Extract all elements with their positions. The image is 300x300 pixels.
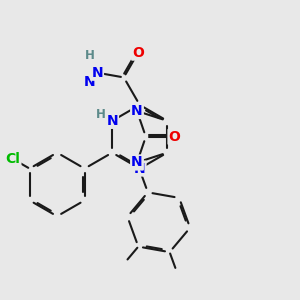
Text: N: N xyxy=(131,104,143,118)
Text: O: O xyxy=(169,130,180,144)
Text: O: O xyxy=(132,46,144,60)
Text: Cl: Cl xyxy=(5,152,20,166)
Text: N: N xyxy=(131,155,143,170)
Text: H: H xyxy=(96,108,106,121)
Text: H: H xyxy=(93,68,102,78)
Text: H: H xyxy=(85,49,95,62)
Text: N: N xyxy=(134,161,146,176)
Text: N: N xyxy=(84,75,96,88)
Text: N: N xyxy=(92,66,103,80)
Text: N: N xyxy=(106,114,118,128)
